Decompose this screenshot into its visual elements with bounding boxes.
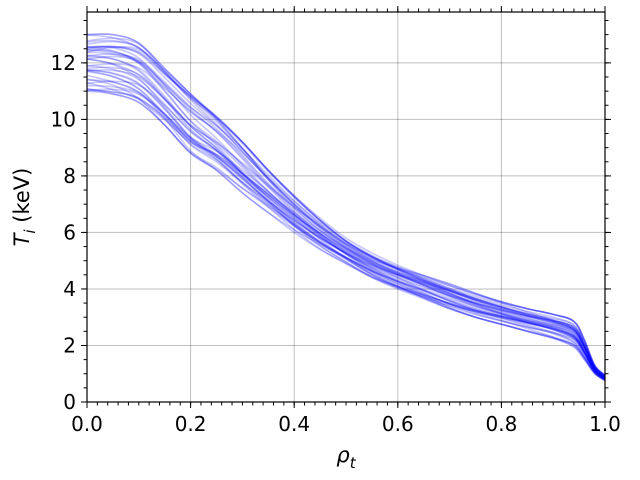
profile-line [86, 69, 606, 380]
profile-line [86, 55, 606, 379]
profile-line [86, 89, 606, 381]
x-axis-label-symbol: ρ [336, 443, 350, 467]
profile-line [86, 45, 606, 377]
profile-line [86, 34, 606, 376]
profile-line [86, 90, 606, 381]
profile-line [86, 63, 606, 378]
y-axis-label-symbol: T [10, 231, 34, 246]
profile-line [86, 69, 606, 380]
profile-line [86, 46, 606, 376]
grid-lines [86, 12, 606, 403]
profile-line [86, 84, 606, 380]
plot-frame [86, 11, 606, 403]
profile-line [86, 40, 606, 377]
profile-line [86, 51, 606, 378]
y-axis-label-subscript: i [21, 229, 39, 234]
profile-lines [86, 33, 606, 382]
y-tick-label: 10 [51, 107, 76, 131]
profile-line [86, 57, 606, 378]
x-tick-label: 0.8 [485, 412, 517, 436]
profile-line [86, 66, 606, 380]
profile-line [86, 45, 606, 378]
x-tick-label: 0.6 [382, 412, 414, 436]
profile-line [86, 48, 606, 377]
profile-line [86, 33, 606, 376]
profile-line [86, 68, 606, 380]
profile-line [86, 45, 606, 378]
profile-line [86, 46, 606, 378]
x-tick-label: 0.4 [278, 412, 310, 436]
profile-line [86, 54, 606, 380]
profile-line [86, 79, 606, 382]
profile-line [86, 39, 606, 378]
x-axis-label: ρt [336, 443, 356, 472]
y-tick-label: 12 [51, 51, 76, 75]
y-tick-label: 4 [63, 277, 76, 301]
profile-line [86, 80, 606, 381]
profile-line [86, 78, 606, 381]
profile-line [86, 70, 606, 380]
profile-line [86, 64, 606, 380]
profile-line [86, 74, 606, 380]
profile-line [86, 88, 606, 381]
profile-line [86, 88, 606, 381]
y-tick-labels: 0 2 4 6 8 10 12 [51, 51, 76, 414]
profile-line [86, 81, 606, 380]
y-tick-label: 2 [63, 333, 76, 357]
profile-line [86, 58, 606, 379]
profile-line [86, 87, 606, 381]
x-tick-labels: 0.0 0.2 0.4 0.6 0.8 1.0 [71, 412, 621, 436]
y-tick-label: 0 [63, 390, 76, 414]
profile-line [86, 53, 606, 378]
profile-line [86, 45, 606, 378]
y-axis-label: Ti (keV) [10, 168, 39, 247]
x-tick-label: 1.0 [589, 412, 621, 436]
y-axis-label-unit: (keV) [10, 168, 34, 230]
x-axis-label-subscript: t [350, 454, 357, 472]
profile-line [86, 49, 606, 379]
profile-line [86, 37, 606, 377]
profile-line [86, 55, 606, 379]
profile-line [86, 33, 606, 376]
x-tick-label: 0.0 [71, 412, 103, 436]
profile-line [86, 69, 606, 379]
y-tick-label: 6 [63, 220, 76, 244]
y-tick-label: 8 [63, 164, 76, 188]
x-tick-label: 0.2 [175, 412, 207, 436]
